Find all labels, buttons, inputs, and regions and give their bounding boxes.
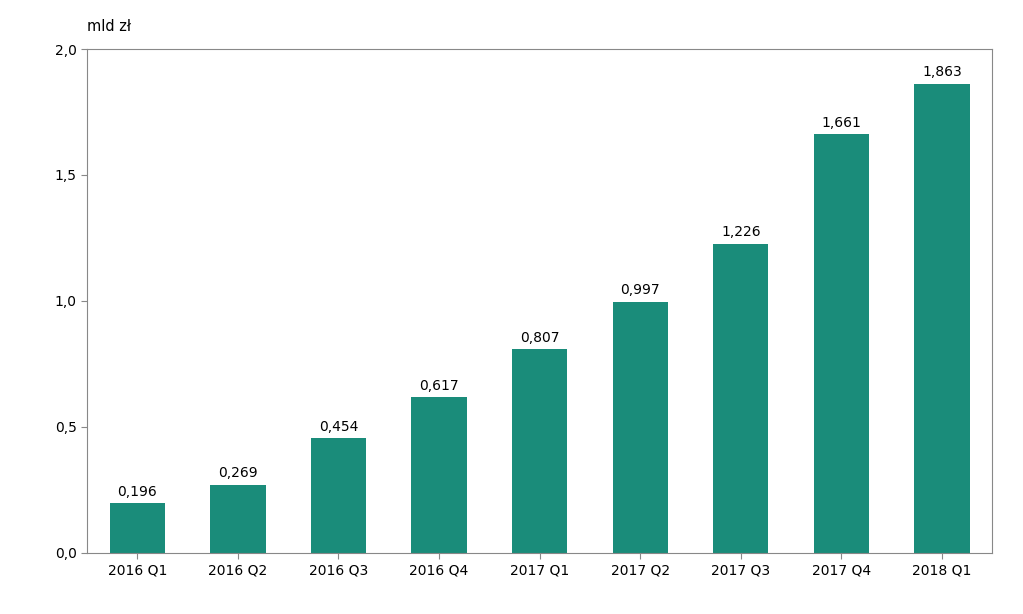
Bar: [210, 485, 266, 553]
Bar: [915, 84, 970, 553]
Bar: [311, 438, 366, 553]
Text: 0,997: 0,997: [620, 283, 660, 297]
Bar: [109, 503, 165, 553]
Text: 0,269: 0,269: [218, 467, 258, 480]
Bar: [613, 301, 668, 553]
Text: 0,617: 0,617: [419, 379, 459, 393]
Text: 1,863: 1,863: [922, 65, 962, 79]
Text: 0,807: 0,807: [520, 331, 560, 345]
Text: 1,661: 1,661: [821, 116, 861, 130]
Bar: [813, 134, 870, 553]
Text: 1,226: 1,226: [721, 225, 761, 239]
Text: 0,454: 0,454: [319, 420, 358, 433]
Text: mld zł: mld zł: [87, 19, 131, 34]
Text: 0,196: 0,196: [118, 484, 158, 499]
Bar: [713, 244, 768, 553]
Bar: [411, 397, 466, 553]
Bar: [512, 349, 568, 553]
